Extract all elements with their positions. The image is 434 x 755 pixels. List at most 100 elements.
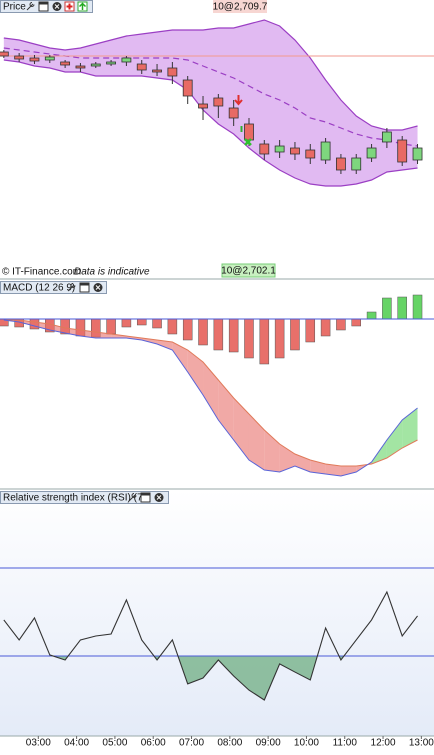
histogram-bar [167, 318, 178, 335]
x-tick-label: 11:00 [333, 738, 358, 749]
histogram-bar [351, 318, 361, 327]
close-icon-x [156, 495, 162, 500]
candle-body [136, 63, 147, 71]
x-tick-label: 04:00 [64, 738, 89, 749]
candle-body [0, 51, 9, 57]
window-icon-bar [80, 283, 89, 286]
signal-line [3, 319, 418, 467]
rsi-line [3, 590, 418, 701]
middle-band [3, 47, 418, 147]
candle-body [366, 147, 377, 159]
histogram-bar [305, 318, 316, 343]
candle-body [290, 147, 300, 155]
macd-fill [218, 380, 234, 440]
current-label: 10@2,702.1 [221, 266, 276, 277]
candle-body [152, 69, 162, 73]
macd-fill [203, 362, 219, 420]
histogram-bar [382, 297, 392, 320]
x-tick-label: 05:00 [102, 738, 127, 749]
macd-fill [386, 420, 403, 458]
candle-body [244, 123, 254, 141]
pane-title: Price [3, 2, 26, 13]
histogram-bar [290, 318, 300, 351]
pane-title: MACD (12 26 9) [3, 283, 75, 294]
histogram-bar [412, 294, 423, 320]
window-icon-bar [141, 493, 150, 496]
lower-band [3, 59, 418, 187]
candle-body [182, 79, 193, 97]
header-icons[interactable] [67, 282, 103, 293]
rsi-pane-background [0, 490, 434, 736]
histogram-bar [106, 318, 116, 335]
histogram-bar [198, 318, 208, 346]
candle-body [14, 55, 25, 60]
candle-body [274, 145, 285, 153]
candle-body [44, 56, 55, 61]
x-tick-label: 12:00 [371, 738, 396, 749]
histogram-bar [182, 318, 193, 341]
settings-icon[interactable] [26, 2, 35, 11]
candle-body [167, 67, 178, 77]
x-tick-label: 13:00 [409, 738, 434, 749]
candle-body [60, 61, 71, 66]
x-tick-label: 07:00 [179, 738, 204, 749]
close-icon-x [54, 4, 60, 9]
histogram-bar [152, 318, 162, 329]
candle-body [336, 157, 346, 171]
x-tick-label: 06:00 [141, 738, 166, 749]
candle-body [320, 141, 331, 161]
histogram-bar [121, 318, 132, 328]
macd-fill [187, 350, 204, 395]
settings-icon[interactable] [128, 493, 137, 502]
x-tick-label: 09:00 [256, 738, 281, 749]
histogram-bar [136, 318, 147, 326]
candle-body [198, 103, 208, 109]
close-icon-x [95, 285, 101, 290]
candle-body [397, 139, 408, 163]
candle-body [305, 149, 316, 159]
pane-title: Relative strength index (RSI) (7) [3, 493, 146, 504]
band-fill [3, 20, 418, 186]
current-label-box [221, 263, 276, 278]
order-icon-arrow [78, 2, 87, 10]
upper-band [3, 19, 418, 131]
macd-fill [95, 332, 112, 338]
macd-fill [340, 466, 357, 476]
source: © IT-Finance.com [2, 267, 81, 278]
macd-fill [294, 454, 311, 472]
candle-body [213, 97, 224, 107]
candle-body [90, 63, 101, 67]
candle-body [29, 57, 40, 62]
macd-fill [157, 340, 173, 350]
macd-fill [279, 444, 295, 472]
price-line-label-box [213, 0, 267, 13]
pane-header [0, 491, 169, 504]
macd-fill [172, 342, 188, 372]
candle-body [412, 147, 423, 161]
histogram-bar [320, 318, 331, 337]
candle-body [121, 57, 132, 63]
settings-icon[interactable] [67, 283, 76, 292]
histogram-bar [397, 296, 407, 320]
histogram-bar [336, 318, 346, 331]
macd-line [3, 319, 418, 477]
macd-fill [248, 414, 265, 470]
histogram-bar [366, 311, 377, 320]
macd-fill [402, 408, 418, 448]
header-icons[interactable] [128, 492, 164, 503]
oversold-fill [3, 656, 418, 700]
sell-marker [234, 95, 243, 106]
x-tick-label: 08:00 [217, 738, 242, 749]
exit-marker [244, 138, 252, 146]
header-icons[interactable] [26, 1, 88, 12]
candle-body [351, 157, 362, 171]
alert-icon-cross [66, 3, 73, 10]
candle-body [228, 107, 239, 119]
trade-markers [234, 95, 252, 146]
histogram-bar [274, 318, 285, 359]
candle-body [259, 143, 270, 155]
price-line-label: 10@2,709.7 [213, 2, 268, 13]
window-icon-bar [39, 2, 48, 5]
